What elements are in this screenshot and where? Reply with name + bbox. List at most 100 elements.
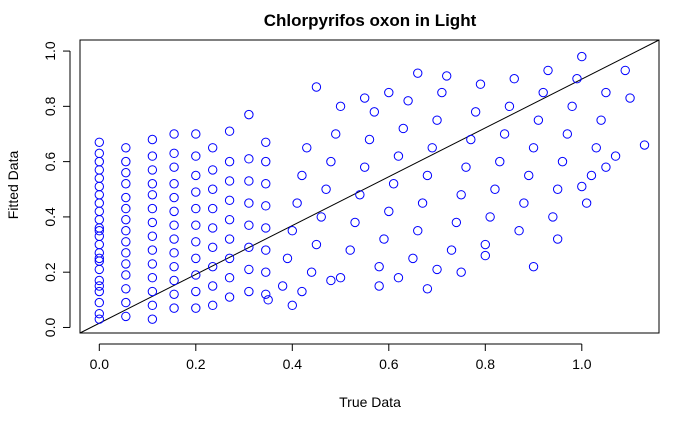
data-point <box>475 79 486 89</box>
data-point <box>94 308 105 319</box>
data-point <box>207 203 218 214</box>
data-point <box>94 206 105 217</box>
data-point <box>121 226 131 236</box>
data-point <box>456 267 466 277</box>
data-point <box>533 115 544 125</box>
data-point <box>207 143 218 153</box>
data-point <box>94 173 105 183</box>
data-point <box>335 273 346 283</box>
y-tick-label: 0.6 <box>42 152 58 172</box>
data-point <box>207 281 218 291</box>
data-point <box>121 179 131 189</box>
data-point <box>121 311 131 322</box>
data-point <box>94 275 105 286</box>
data-point <box>359 162 370 172</box>
data-point <box>244 264 254 275</box>
data-point <box>355 190 365 200</box>
data-point <box>514 226 524 236</box>
data-point <box>384 206 394 217</box>
data-point <box>94 214 105 225</box>
data-point <box>169 206 179 217</box>
axes-layer: 0.0 0.2 0.4 0.6 0.8 1.0 0.0 0.2 0.4 0.6 0.8 1.0 <box>42 41 592 372</box>
data-point <box>297 170 307 181</box>
data-point <box>121 156 131 167</box>
data-point <box>586 170 597 181</box>
data-point <box>369 107 380 117</box>
data-point <box>432 115 442 125</box>
chart-title: Chlorpyrifos oxon in Light <box>264 11 477 30</box>
data-point <box>379 234 389 244</box>
data-point <box>350 217 360 228</box>
data-point <box>261 156 271 167</box>
data-point <box>224 195 235 206</box>
data-point <box>335 101 346 112</box>
data-point <box>519 198 529 208</box>
data-point <box>207 261 218 272</box>
data-point <box>121 203 131 214</box>
data-point <box>121 297 131 308</box>
data-point <box>147 190 158 200</box>
data-point <box>490 184 500 194</box>
data-point <box>277 281 288 291</box>
data-point <box>94 286 105 297</box>
data-point <box>191 303 201 313</box>
data-point <box>169 148 179 159</box>
data-point <box>169 275 179 286</box>
data-point <box>261 245 271 255</box>
data-point <box>282 253 293 264</box>
data-point <box>485 212 495 222</box>
data-point <box>147 203 158 214</box>
y-tick-label: 0.8 <box>42 96 58 116</box>
data-point <box>528 261 539 272</box>
y-tick-label: 0.0 <box>42 318 58 338</box>
data-point <box>306 267 317 277</box>
data-point <box>417 198 428 208</box>
data-point <box>244 198 254 208</box>
data-point <box>94 165 105 175</box>
data-point <box>191 170 201 181</box>
data-point <box>207 223 218 233</box>
data-point <box>224 126 235 136</box>
data-point <box>121 259 131 269</box>
data-point <box>147 245 158 255</box>
data-point <box>224 253 235 264</box>
data-point <box>331 129 341 139</box>
data-point <box>557 156 568 167</box>
data-point <box>191 220 201 230</box>
data-point <box>451 217 462 228</box>
data-point <box>121 237 131 247</box>
data-point <box>94 181 105 192</box>
x-tick-label: 0.0 <box>90 356 110 372</box>
y-axis-label: Fitted Data <box>5 151 21 220</box>
data-point <box>121 270 131 280</box>
data-point <box>207 184 218 194</box>
data-point <box>169 179 179 189</box>
data-point <box>408 253 418 264</box>
data-point <box>591 143 601 153</box>
data-point <box>224 234 235 244</box>
identity-line <box>79 39 660 334</box>
data-point <box>311 82 322 92</box>
data-point <box>297 286 307 297</box>
data-point <box>413 226 423 236</box>
data-point <box>495 156 505 167</box>
data-point <box>121 192 131 203</box>
data-point <box>191 286 201 297</box>
data-point <box>191 237 201 247</box>
plot-border <box>79 39 660 334</box>
data-point <box>224 292 235 302</box>
data-point <box>326 156 336 167</box>
data-point <box>292 198 302 208</box>
data-point <box>169 289 179 299</box>
data-point <box>446 245 457 255</box>
data-point <box>509 74 519 84</box>
data-point <box>121 167 131 178</box>
data-point <box>359 93 370 103</box>
data-point <box>538 87 548 98</box>
data-point <box>244 176 254 186</box>
data-point <box>244 286 254 297</box>
data-point <box>147 217 158 228</box>
reference-line-layer <box>79 39 660 334</box>
data-point <box>94 190 105 200</box>
